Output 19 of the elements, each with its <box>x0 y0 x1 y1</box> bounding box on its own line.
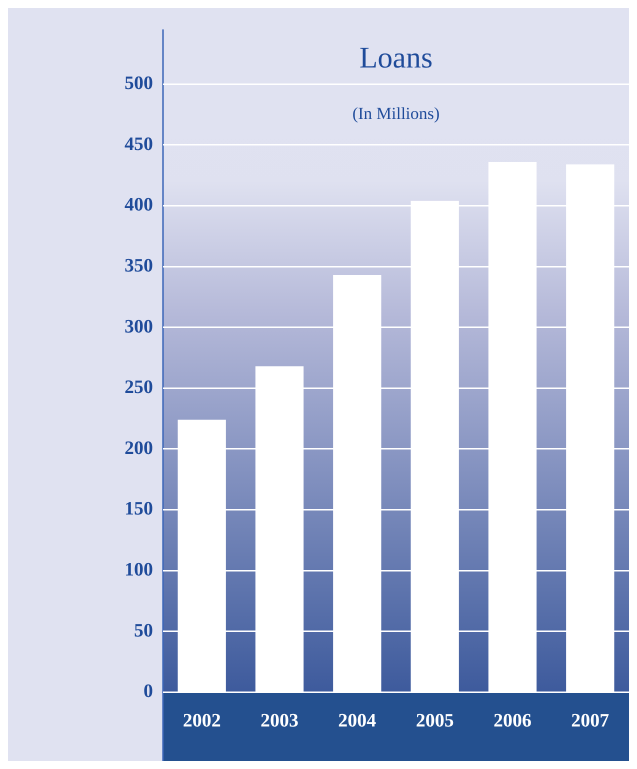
x-tick-label: 2003 <box>260 710 298 732</box>
x-tick-label: 2005 <box>416 710 454 732</box>
text: (In Millions) <box>352 104 440 123</box>
y-tick-label: 300 <box>124 316 153 338</box>
y-tick-label: 500 <box>124 73 153 94</box>
x-tick-label: 2006 <box>494 710 532 732</box>
y-tick-label: 50 <box>134 620 153 642</box>
x-tick-label: 2007 <box>571 710 610 732</box>
x-tick-label: 2002 <box>182 710 221 732</box>
y-tick-label: 0 <box>144 681 153 702</box>
y-tick-label: 400 <box>124 194 153 216</box>
y-tick-label: 250 <box>124 377 153 398</box>
y-tick-label: 100 <box>124 559 153 580</box>
x-tick-label: 2004 <box>338 710 377 732</box>
y-tick-label: 350 <box>124 255 153 276</box>
y-tick-label: 150 <box>124 498 153 520</box>
y-tick-label: 200 <box>124 438 153 459</box>
y-tick-label: 450 <box>124 134 153 155</box>
chart-title: Loans <box>359 41 433 74</box>
